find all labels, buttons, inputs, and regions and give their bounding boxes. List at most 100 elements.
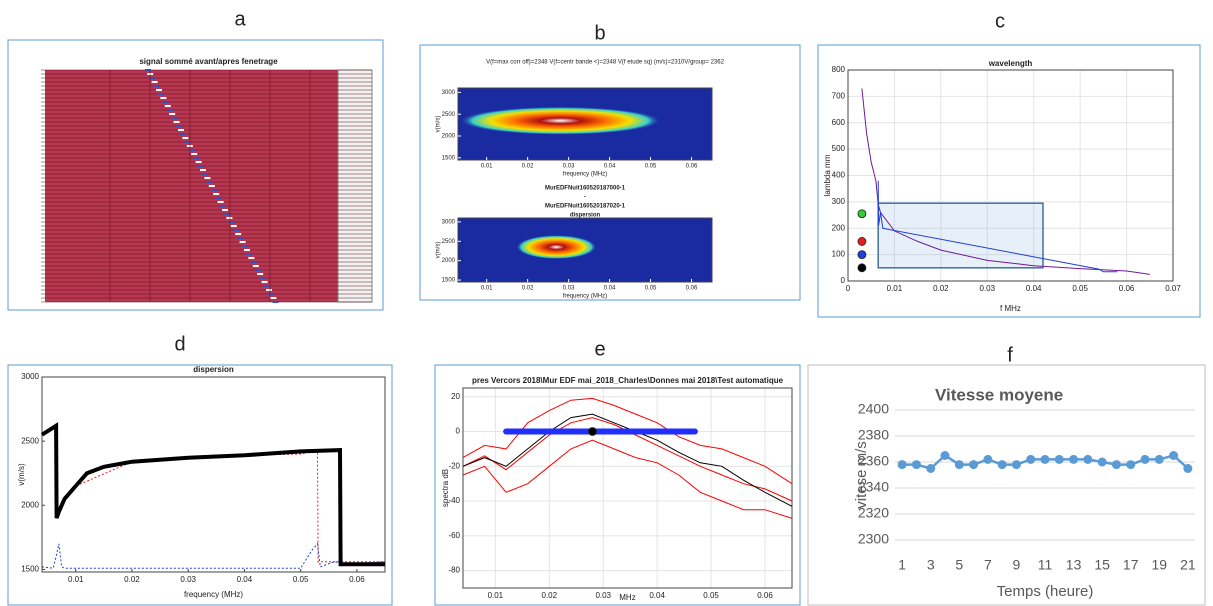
y-tick-label: 100 [832, 250, 846, 259]
x-tick-label: 0.06 [686, 164, 698, 170]
trace-pulse [160, 97, 167, 99]
x-tick-label: 0.03 [180, 575, 196, 584]
x-tick-label: 0.05 [645, 286, 657, 292]
series-line [877, 180, 1118, 273]
chart-title: pres Vercors 2018\Mur EDF mai_2018_Charl… [472, 376, 784, 385]
marker [1126, 460, 1136, 470]
trace-pulse [259, 277, 266, 279]
marker [1111, 460, 1121, 470]
trace-pulse [246, 253, 253, 255]
trace-pulse [195, 161, 202, 163]
chart-title: V(f=max corr off)=2348 V(f=centr bande <… [486, 60, 725, 66]
x-tick-label: 17 [1123, 557, 1139, 573]
chart-title: dispersion [193, 365, 234, 374]
y-tick-label: 2500 [442, 239, 456, 245]
y-tick-label: 1500 [442, 278, 456, 284]
marker [1097, 457, 1107, 467]
x-tick-label: 0.01 [481, 286, 493, 292]
trace-pulse [175, 125, 182, 127]
subplot-title: dispersion [570, 213, 601, 219]
y-tick-label: 2000 [442, 134, 456, 140]
marker [997, 460, 1007, 470]
trace-pulse [184, 141, 191, 143]
x-tick-label: 0.04 [604, 286, 616, 292]
trace-pulse [257, 273, 264, 275]
x-axis-label: MHz [619, 593, 635, 602]
y-tick-label: 2000 [442, 258, 456, 264]
x-tick-label: 15 [1094, 557, 1110, 573]
trace-pulse [167, 109, 173, 111]
series-line [462, 397, 793, 485]
x-tick-label: 0.02 [542, 591, 558, 600]
y-tick-label: 300 [832, 197, 846, 206]
marker [1040, 454, 1050, 464]
x-tick-label: 0.05 [293, 575, 309, 584]
plot-area [41, 376, 386, 573]
marker [1083, 454, 1093, 464]
y-tick-label: 2340 [858, 479, 889, 495]
trace-pulse [202, 173, 209, 175]
y-tick-label: 2000 [21, 500, 39, 509]
y-tick-label: 2380 [858, 427, 889, 443]
x-tick-label: 0.02 [522, 286, 534, 292]
y-axis-label: v(m/s) [436, 242, 442, 259]
marker [926, 464, 936, 473]
marker [940, 451, 950, 460]
trace-pulse [244, 249, 250, 251]
y-tick-label: 3000 [21, 372, 39, 381]
x-tick-label: 0.07 [1165, 284, 1181, 293]
y-axis-label: v(m/s) [436, 116, 442, 133]
x-tick-label: 0.06 [349, 575, 365, 584]
panel-letter: a [234, 8, 246, 30]
x-tick-label: 0.03 [563, 164, 575, 170]
trace-pulse [239, 241, 246, 243]
panel-letter: b [594, 22, 605, 44]
marker [857, 237, 867, 246]
trace-pulse [200, 169, 206, 171]
trace-pulse [219, 205, 226, 207]
x-tick-label: 13 [1066, 557, 1082, 573]
trace-pulse [158, 93, 165, 95]
trace-pulse [149, 77, 156, 79]
panel-letter: f [1007, 344, 1013, 366]
trace-pulse [268, 293, 275, 295]
trace-pulse [213, 193, 220, 195]
trace-pulse [211, 189, 217, 191]
y-tick-label: 0 [841, 276, 846, 285]
subplot-title: MurEDFNuit160520187020-1 [545, 204, 626, 210]
x-tick-label: 0.02 [522, 164, 534, 170]
heat-blob [460, 106, 661, 135]
y-tick-label: 2500 [442, 112, 456, 118]
axes-box [41, 376, 386, 573]
y-tick-label: 1500 [21, 565, 39, 574]
marker [1011, 460, 1021, 470]
marker [857, 209, 867, 219]
x-tick-label: 0.03 [595, 591, 611, 600]
y-tick-label: 2360 [858, 453, 889, 469]
x-tick-label: 0.02 [933, 284, 949, 293]
marker [857, 250, 867, 260]
trace-pulse [261, 281, 268, 283]
y-tick-label: 200 [832, 223, 846, 232]
trace-pulse [180, 133, 187, 135]
x-tick-label: 0.01 [488, 591, 504, 600]
y-tick-label: 2400 [858, 401, 889, 417]
trace-pulse [164, 105, 171, 107]
panel-frame [434, 364, 801, 606]
y-tick-label: 400 [832, 171, 846, 180]
x-axis-label: frequency (MHz) [563, 172, 607, 178]
trace-pulse [178, 129, 184, 131]
y-tick-label: 3000 [442, 219, 456, 225]
y-tick-label: 600 [832, 118, 846, 127]
panel-letter: c [995, 10, 1005, 32]
marker [954, 460, 964, 470]
x-tick-label: 19 [1151, 557, 1167, 573]
trace-pulse [169, 113, 176, 115]
trace-pulse [255, 269, 261, 271]
x-tick-label: 7 [984, 557, 992, 573]
x-tick-label: 0.06 [1119, 284, 1135, 293]
trace-pulse [189, 149, 195, 151]
marker [588, 427, 597, 436]
heat-blob [516, 235, 597, 260]
y-tick-label: 2500 [21, 436, 39, 445]
